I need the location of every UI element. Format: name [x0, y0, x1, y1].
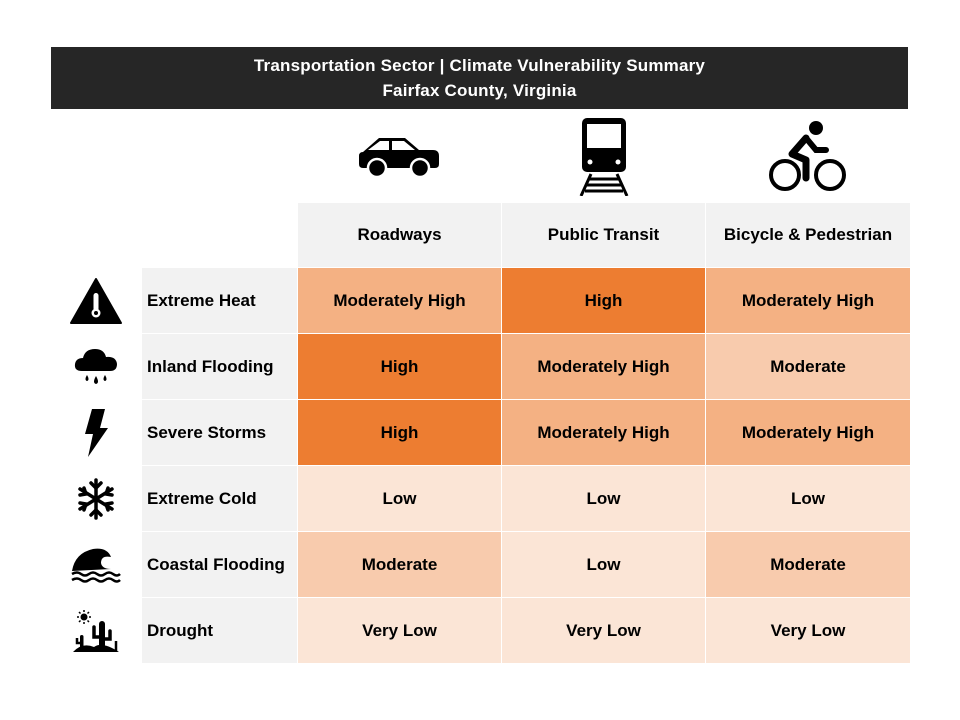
title-line-1: Transportation Sector | Climate Vulnerab… — [253, 56, 706, 75]
hazard-label-inland-flooding: Inland Flooding — [142, 334, 297, 399]
column-header-public-transit: Public Transit — [502, 203, 705, 267]
lightning-icon — [51, 400, 141, 465]
rating-cell-extreme-heat-bicycle-pedestrian: Moderately High — [706, 268, 910, 333]
rain-cloud-icon — [51, 334, 141, 399]
rating-cell-drought-bicycle-pedestrian: Very Low — [706, 598, 910, 663]
rating-cell-extreme-heat-public-transit: High — [502, 268, 705, 333]
corner-blank — [51, 203, 141, 267]
hazard-label-severe-storms: Severe Storms — [142, 400, 297, 465]
rating-cell-drought-public-transit: Very Low — [502, 598, 705, 663]
rating-cell-severe-storms-bicycle-pedestrian: Moderately High — [706, 400, 910, 465]
heat-warning-icon — [51, 268, 141, 333]
corner-blank — [142, 110, 297, 202]
vulnerability-matrix: Roadways Public Transit Bicycle & Pedest… — [51, 110, 910, 663]
rating-cell-severe-storms-roadways: High — [298, 400, 501, 465]
rating-cell-extreme-heat-roadways: Moderately High — [298, 268, 501, 333]
corner-blank — [142, 203, 297, 267]
rating-cell-severe-storms-public-transit: Moderately High — [502, 400, 705, 465]
hazard-label-extreme-heat: Extreme Heat — [142, 268, 297, 333]
car-icon — [298, 110, 501, 202]
desert-cactus-icon — [51, 598, 141, 663]
snowflake-icon — [51, 466, 141, 531]
rating-cell-coastal-flooding-public-transit: Low — [502, 532, 705, 597]
rating-cell-coastal-flooding-bicycle-pedestrian: Moderate — [706, 532, 910, 597]
column-header-roadways: Roadways — [298, 203, 501, 267]
rating-cell-coastal-flooding-roadways: Moderate — [298, 532, 501, 597]
rating-cell-extreme-cold-roadways: Low — [298, 466, 501, 531]
hazard-label-extreme-cold: Extreme Cold — [142, 466, 297, 531]
title-bar: Transportation Sector | Climate Vulnerab… — [51, 47, 908, 109]
title-line-2: Fairfax County, Virginia — [382, 81, 577, 100]
rating-cell-inland-flooding-bicycle-pedestrian: Moderate — [706, 334, 910, 399]
rating-cell-drought-roadways: Very Low — [298, 598, 501, 663]
hazard-label-drought: Drought — [142, 598, 297, 663]
rating-cell-extreme-cold-public-transit: Low — [502, 466, 705, 531]
column-header-bicycle-pedestrian: Bicycle & Pedestrian — [706, 203, 910, 267]
train-icon — [502, 110, 705, 202]
hazard-label-coastal-flooding: Coastal Flooding — [142, 532, 297, 597]
rating-cell-inland-flooding-roadways: High — [298, 334, 501, 399]
corner-blank — [51, 110, 141, 202]
cyclist-icon — [706, 110, 910, 202]
wave-icon — [51, 532, 141, 597]
rating-cell-inland-flooding-public-transit: Moderately High — [502, 334, 705, 399]
rating-cell-extreme-cold-bicycle-pedestrian: Low — [706, 466, 910, 531]
